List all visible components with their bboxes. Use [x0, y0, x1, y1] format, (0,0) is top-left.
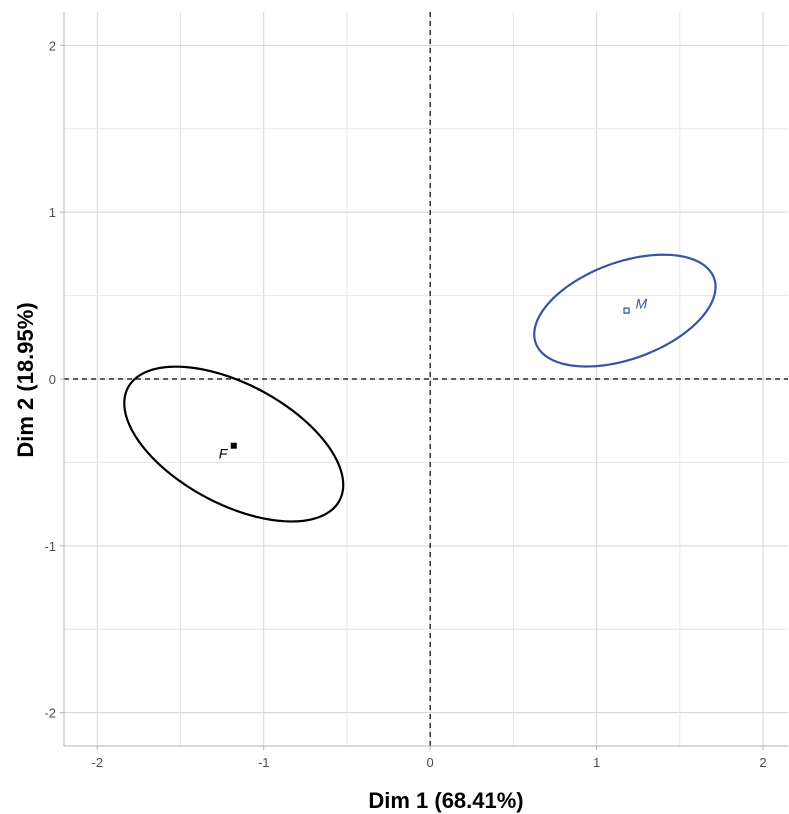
x-tick-label: 2 [759, 755, 766, 770]
point-m [623, 307, 630, 314]
point-label-m: M [636, 296, 648, 312]
x-tick-label: 0 [427, 755, 434, 770]
x-tick-label: -2 [92, 755, 104, 770]
reference-lines [64, 12, 788, 746]
y-tick-label: -2 [44, 706, 56, 721]
ellipse-f [123, 365, 345, 523]
y-tick-label: 1 [49, 205, 56, 220]
confidence-ellipses [123, 253, 717, 523]
y-tick-label: -1 [44, 539, 56, 554]
y-axis-title: Dim 2 (18.95%) [13, 302, 38, 457]
point-f [230, 442, 237, 449]
x-tick-label: 1 [593, 755, 600, 770]
x-tick-label: -1 [258, 755, 270, 770]
data-points: FM [219, 296, 648, 462]
y-tick-label: 2 [49, 38, 56, 53]
y-tick-label: 0 [49, 372, 56, 387]
ellipse-m [533, 253, 717, 368]
point-label-f: F [219, 446, 229, 462]
tick-labels: -2 -1 0 1 2 -2 -1 0 1 2 [44, 38, 766, 770]
x-axis-title: Dim 1 (68.41%) [368, 788, 523, 813]
